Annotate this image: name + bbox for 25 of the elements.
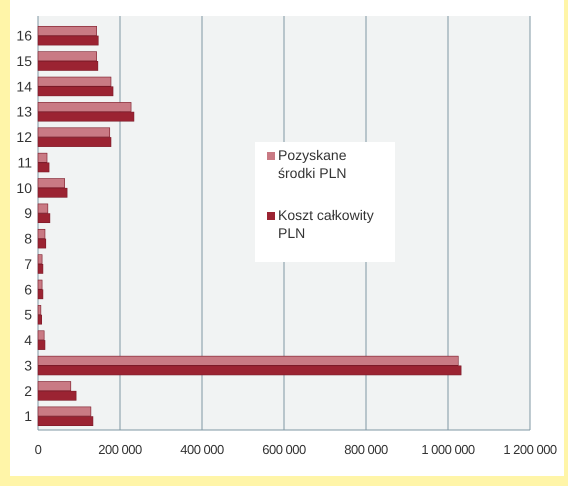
- y-tick-label: 1: [24, 408, 32, 424]
- y-tick-label: 15: [16, 52, 32, 69]
- x-tick-label: 400 000: [180, 442, 224, 457]
- x-tick-label: 1 200 000: [503, 442, 557, 457]
- y-tick-label: 6: [24, 281, 32, 298]
- legend-label: Pozyskane środki PLN: [278, 147, 347, 181]
- y-tick-label: 9: [24, 205, 32, 222]
- y-tick-label: 14: [16, 78, 32, 94]
- x-tick-label: 0: [34, 442, 42, 457]
- y-tick-label: 7: [24, 256, 32, 272]
- y-tick-label: 12: [16, 129, 32, 146]
- y-tick-label: 11: [17, 154, 32, 170]
- x-tick-label: 800 000: [344, 442, 388, 457]
- y-tick-label: 16: [16, 28, 32, 44]
- x-tick-label: 600 000: [262, 442, 306, 457]
- x-tick-label: 1 000 000: [421, 442, 475, 457]
- y-tick-label: 3: [24, 357, 32, 374]
- x-tick-label: 200 000: [98, 442, 142, 457]
- legend-label: Koszt całkowity PLN: [278, 207, 374, 241]
- y-tick-label: 2: [24, 382, 32, 399]
- y-tick-label: 4: [24, 332, 32, 348]
- y-tick-label: 8: [24, 230, 32, 247]
- y-tick-label: 5: [24, 306, 32, 323]
- y-tick-label: 13: [16, 104, 32, 120]
- y-tick-label: 10: [16, 180, 32, 196]
